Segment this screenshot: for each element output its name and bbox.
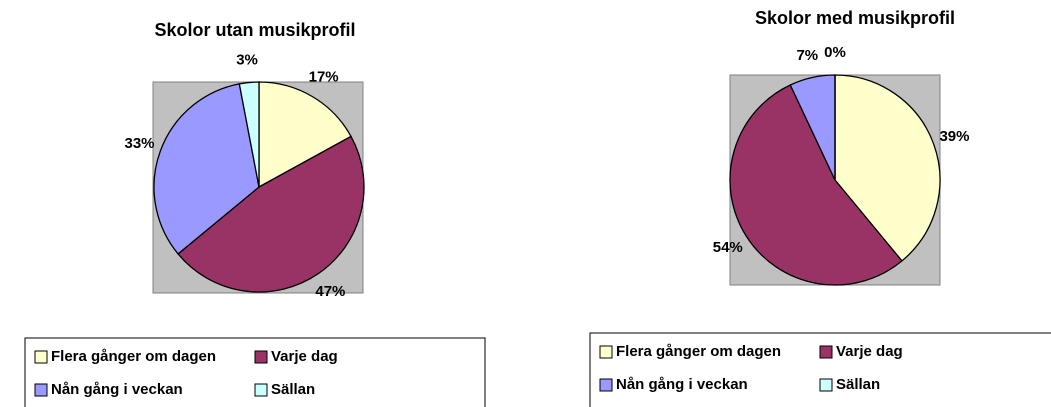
- pie-slice: [729, 84, 903, 286]
- legend-label: Sällan: [271, 381, 315, 398]
- data-label: 7%: [796, 47, 818, 64]
- pie-slice: [834, 74, 941, 262]
- chart-title: Skolor utan musikprofil: [154, 20, 355, 40]
- pie-slice: [153, 83, 260, 255]
- legend-swatch: [34, 350, 48, 364]
- data-label: 47%: [315, 283, 345, 300]
- data-label: 3%: [236, 52, 258, 69]
- data-label: 39%: [939, 128, 969, 145]
- legend-label: Sällan: [836, 376, 880, 393]
- legend-label: Nån gång i veckan: [616, 376, 748, 393]
- legend: [24, 337, 486, 407]
- legend-swatch: [599, 345, 613, 359]
- data-label: 54%: [713, 239, 743, 256]
- legend-swatch: [819, 378, 833, 392]
- legend: [589, 332, 1051, 407]
- legend-label: Nån gång i veckan: [51, 381, 183, 398]
- legend-label: Flera gånger om dagen: [51, 348, 216, 365]
- legend-swatch: [254, 383, 268, 397]
- legend-label: Flera gånger om dagen: [616, 343, 781, 360]
- pie-slice: [238, 81, 260, 188]
- legend-swatch: [254, 350, 268, 364]
- data-label: 33%: [124, 135, 154, 152]
- legend-swatch: [819, 345, 833, 359]
- legend-label: Varje dag: [836, 343, 903, 360]
- legend-swatch: [34, 383, 48, 397]
- chart-title: Skolor med musikprofil: [755, 8, 955, 28]
- data-label: 17%: [309, 69, 339, 86]
- pie-slice: [258, 81, 352, 189]
- pie-slice: [177, 135, 365, 293]
- legend-swatch: [599, 378, 613, 392]
- data-label: 0%: [824, 44, 846, 61]
- legend-label: Varje dag: [271, 348, 338, 365]
